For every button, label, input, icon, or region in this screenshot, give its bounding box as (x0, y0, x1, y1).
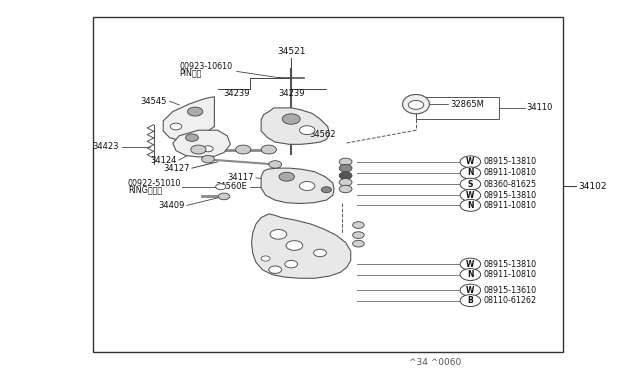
Circle shape (339, 164, 352, 172)
Text: 34239: 34239 (278, 89, 305, 98)
Text: 08915-13810: 08915-13810 (483, 260, 536, 269)
Text: S: S (468, 180, 473, 189)
Circle shape (236, 145, 251, 154)
Circle shape (460, 258, 481, 270)
Circle shape (191, 145, 206, 154)
Circle shape (218, 193, 230, 200)
Circle shape (408, 100, 424, 109)
Text: 08360-81625: 08360-81625 (483, 180, 536, 189)
Text: W: W (466, 157, 475, 166)
Circle shape (339, 172, 352, 179)
Text: 08915-13810: 08915-13810 (483, 157, 536, 166)
Text: N: N (467, 270, 474, 279)
Circle shape (170, 123, 182, 130)
Circle shape (188, 107, 203, 116)
Text: 00922-51010: 00922-51010 (128, 179, 181, 187)
Text: 34423: 34423 (93, 142, 119, 151)
Circle shape (261, 256, 270, 261)
Text: W: W (466, 286, 475, 295)
Text: N: N (467, 201, 474, 210)
Polygon shape (252, 214, 351, 278)
Circle shape (460, 167, 481, 179)
Polygon shape (261, 168, 334, 203)
Text: 34521: 34521 (277, 47, 305, 56)
Text: 34545: 34545 (140, 97, 166, 106)
Circle shape (261, 145, 276, 154)
Circle shape (203, 146, 213, 152)
Text: 08911-10810: 08911-10810 (483, 169, 536, 177)
Circle shape (460, 156, 481, 168)
Circle shape (300, 126, 315, 135)
Circle shape (300, 182, 315, 190)
Text: 34127: 34127 (163, 164, 189, 173)
Circle shape (460, 269, 481, 280)
Text: 34110: 34110 (527, 103, 553, 112)
Text: 32865M: 32865M (450, 100, 484, 109)
Circle shape (314, 249, 326, 257)
Text: N: N (467, 169, 474, 177)
Text: 08911-10810: 08911-10810 (483, 270, 536, 279)
Circle shape (353, 222, 364, 228)
Circle shape (460, 284, 481, 296)
Text: 08915-13810: 08915-13810 (483, 191, 536, 200)
Text: 34102: 34102 (578, 182, 607, 190)
Text: 00923-10610: 00923-10610 (179, 62, 232, 71)
Circle shape (339, 185, 352, 193)
Circle shape (460, 199, 481, 211)
Text: RINGリング: RINGリング (128, 185, 162, 194)
Circle shape (186, 134, 198, 141)
Circle shape (460, 178, 481, 190)
Text: 08110-61262: 08110-61262 (483, 296, 536, 305)
Text: 08911-10810: 08911-10810 (483, 201, 536, 210)
Polygon shape (261, 108, 330, 144)
Circle shape (321, 187, 332, 193)
Text: W: W (466, 260, 475, 269)
Polygon shape (173, 130, 230, 157)
Text: 34239: 34239 (223, 89, 250, 98)
Circle shape (269, 161, 282, 168)
Circle shape (202, 155, 214, 163)
Circle shape (216, 184, 226, 190)
Text: 34560E: 34560E (215, 182, 247, 191)
Circle shape (270, 230, 287, 239)
Circle shape (269, 266, 282, 273)
Text: 34562: 34562 (309, 130, 335, 139)
Bar (93, 17, 563, 352)
Ellipse shape (403, 94, 429, 114)
Circle shape (460, 189, 481, 201)
Circle shape (282, 114, 300, 124)
Text: ^34 ^0060: ^34 ^0060 (408, 358, 461, 367)
Circle shape (279, 172, 294, 181)
Text: 34117: 34117 (227, 173, 253, 182)
Circle shape (286, 241, 303, 250)
Circle shape (460, 295, 481, 307)
Circle shape (353, 232, 364, 238)
Circle shape (339, 158, 352, 166)
Text: 34409: 34409 (158, 201, 184, 210)
Polygon shape (163, 97, 214, 141)
Circle shape (285, 260, 298, 268)
Text: 34124: 34124 (150, 156, 177, 165)
Text: 08915-13610: 08915-13610 (483, 286, 536, 295)
Text: PINピン: PINピン (179, 68, 202, 77)
Text: B: B (468, 296, 473, 305)
Circle shape (353, 240, 364, 247)
Circle shape (339, 179, 352, 186)
Text: W: W (466, 191, 475, 200)
